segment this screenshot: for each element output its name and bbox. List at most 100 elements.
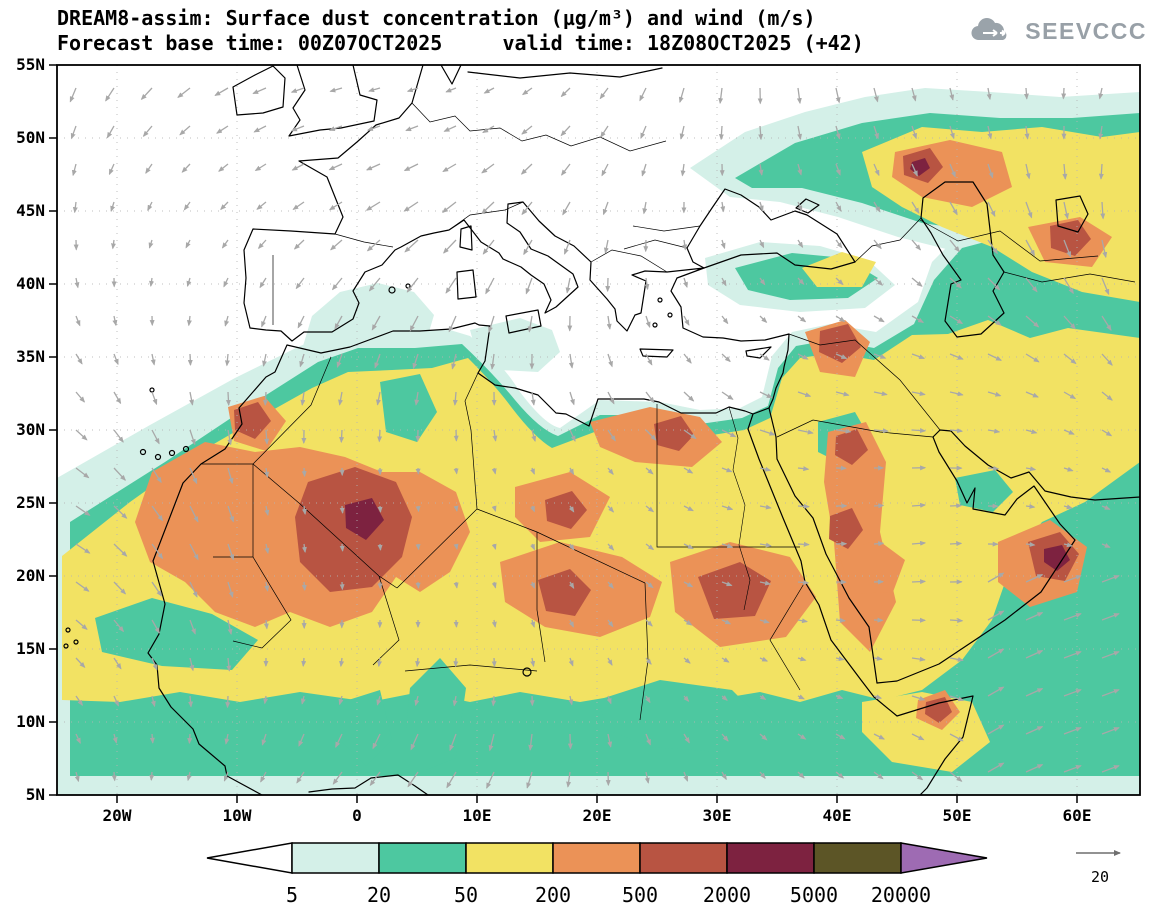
wind-vector <box>151 391 158 406</box>
wind-vector <box>607 581 614 589</box>
coastlines-shape <box>456 269 477 300</box>
wind-vector <box>721 277 727 287</box>
coastlines-shape <box>652 322 658 328</box>
wind-vector <box>911 579 927 585</box>
wind-vector <box>113 353 119 366</box>
wind-vector <box>225 391 231 406</box>
coastlines <box>63 65 1140 795</box>
legend-band <box>291 842 380 874</box>
wind-vector <box>568 467 575 475</box>
wind-vector <box>683 771 689 782</box>
legend-band <box>465 842 554 874</box>
wind-vector <box>873 201 881 213</box>
wind-vector <box>568 353 574 369</box>
wind-vector <box>112 733 118 744</box>
wind-vector <box>873 87 879 103</box>
coastlines-shape <box>139 448 147 456</box>
wind-vector <box>1098 87 1104 100</box>
wind-vector <box>987 465 1000 471</box>
dust-level-500-2000-shape <box>545 491 587 529</box>
legend-tick-label: 5 <box>286 883 298 907</box>
wind-vector <box>377 543 383 551</box>
wind-vector <box>758 201 764 212</box>
wind-vector <box>835 771 845 779</box>
country-borders-shape <box>623 225 701 250</box>
wind-vector <box>607 505 615 513</box>
wind-vector <box>262 353 267 367</box>
wind-vector <box>223 771 229 782</box>
legend-tick-label: 20 <box>367 883 391 907</box>
wind-vector <box>75 429 88 441</box>
wind-vector <box>640 125 647 140</box>
wind-vector <box>332 771 343 785</box>
wind-vector <box>300 695 306 705</box>
wind-vector <box>374 353 381 369</box>
wind-vector <box>949 353 964 360</box>
wind-vector <box>911 428 926 434</box>
wind-vector <box>414 391 420 406</box>
wind-vector <box>1062 163 1068 180</box>
wind-vector <box>796 87 802 105</box>
wind-vector <box>797 541 810 547</box>
dust-level-500-2000-shape <box>234 402 271 439</box>
wind-vector <box>835 694 844 700</box>
wind-vector <box>568 657 574 667</box>
wind-vector <box>446 771 457 789</box>
wind-vector <box>835 353 848 360</box>
dust-level-20-50-patches-shape <box>406 658 466 770</box>
wind-vector <box>758 125 764 141</box>
wind-vector <box>683 429 697 440</box>
wind-vector <box>149 771 155 781</box>
wind-vector <box>607 353 613 368</box>
wind-vector <box>721 315 729 325</box>
wind-vector <box>371 315 381 331</box>
wind-vector <box>186 315 192 327</box>
wind-vector <box>949 201 958 216</box>
lat-tick-label: 30N <box>16 420 45 439</box>
wind-vector <box>218 163 229 172</box>
wind-vector <box>1025 391 1039 398</box>
wind-vector <box>264 467 270 478</box>
wind-vector <box>187 353 193 366</box>
wind-vector <box>491 543 497 551</box>
wind-vector <box>449 733 457 752</box>
wind-vector <box>415 657 421 668</box>
wind-vector <box>531 429 537 442</box>
wind-vector <box>1063 391 1077 400</box>
dust-level-500-2000-shape <box>654 416 694 451</box>
wind-vector <box>835 315 846 323</box>
wind-vector <box>758 163 764 176</box>
dust-level-2000-5000-shape <box>345 498 384 540</box>
wind-vector <box>150 353 156 366</box>
wind-vector <box>1063 466 1074 472</box>
wind-vector <box>71 163 77 177</box>
wind-vector <box>721 543 734 549</box>
wind-vector <box>679 125 685 140</box>
wind-vector <box>873 391 888 397</box>
wind-vector <box>492 429 498 442</box>
wind-vector <box>797 277 805 285</box>
wind-vector <box>560 163 571 176</box>
wind-vector <box>1025 466 1037 472</box>
wind-vector <box>835 617 846 623</box>
wind-vector <box>263 619 269 630</box>
wind-vector <box>1025 429 1038 434</box>
wind-vector <box>987 163 994 179</box>
dust-level-500-2000-shape <box>819 324 861 363</box>
wind-vector <box>645 733 651 746</box>
wind-vector <box>911 315 925 323</box>
coastlines-shape <box>405 283 411 289</box>
wind-vector <box>301 543 307 553</box>
lat-tick-label: 45N <box>16 201 45 220</box>
wind-vector <box>189 543 199 561</box>
legend-tick-label: 200 <box>535 883 571 907</box>
wind-vector <box>601 163 609 177</box>
wind-vector <box>227 543 235 561</box>
coastlines-shape <box>63 643 69 649</box>
wind-vector <box>835 201 842 212</box>
wind-vector <box>911 391 926 396</box>
legend-band <box>726 842 815 874</box>
country-borders-shape <box>252 356 332 465</box>
coastlines-shape <box>65 627 71 633</box>
wind-vector <box>987 648 1005 659</box>
